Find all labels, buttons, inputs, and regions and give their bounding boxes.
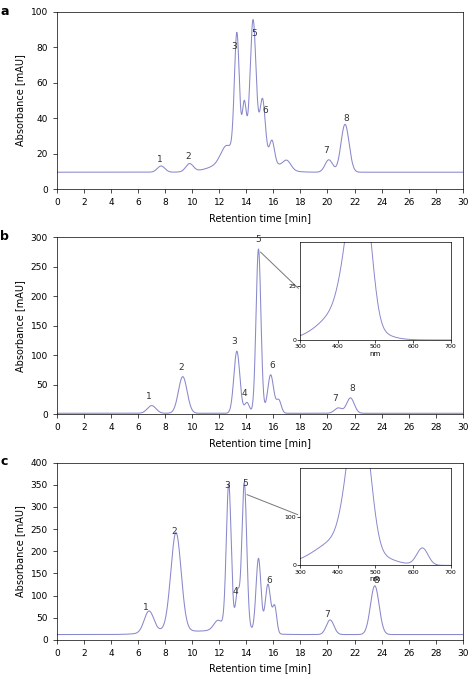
Text: 2: 2 (171, 527, 177, 536)
Text: 5: 5 (243, 479, 248, 488)
X-axis label: Retention time [min]: Retention time [min] (209, 663, 311, 674)
X-axis label: Retention time [min]: Retention time [min] (209, 438, 311, 448)
Text: 3: 3 (231, 337, 237, 346)
Text: 2: 2 (185, 151, 191, 161)
Y-axis label: Absorbance [mAU]: Absorbance [mAU] (15, 280, 25, 371)
Text: 6: 6 (266, 576, 272, 585)
Text: 1: 1 (146, 392, 152, 401)
Text: 3: 3 (231, 41, 237, 51)
Text: 8: 8 (344, 115, 349, 124)
Text: 5: 5 (252, 29, 257, 38)
Text: c: c (0, 456, 8, 469)
Text: 2: 2 (178, 363, 183, 372)
Text: 1: 1 (143, 604, 149, 612)
Text: 8: 8 (349, 384, 355, 393)
Text: 7: 7 (325, 610, 330, 619)
X-axis label: Retention time [min]: Retention time [min] (209, 213, 311, 223)
Text: b: b (0, 230, 9, 243)
Y-axis label: Absorbance [mAU]: Absorbance [mAU] (15, 505, 25, 597)
Text: 4: 4 (241, 389, 247, 398)
Text: 5: 5 (255, 235, 261, 244)
Text: 4: 4 (233, 587, 238, 595)
Text: 6: 6 (269, 361, 275, 370)
Text: 7: 7 (333, 394, 338, 403)
Text: 7: 7 (323, 147, 329, 155)
Text: a: a (0, 5, 9, 18)
Text: 6: 6 (263, 105, 268, 115)
Y-axis label: Absorbance [mAU]: Absorbance [mAU] (15, 54, 25, 146)
Text: 8: 8 (373, 576, 379, 585)
Text: 1: 1 (157, 155, 163, 164)
Text: 3: 3 (224, 481, 229, 490)
